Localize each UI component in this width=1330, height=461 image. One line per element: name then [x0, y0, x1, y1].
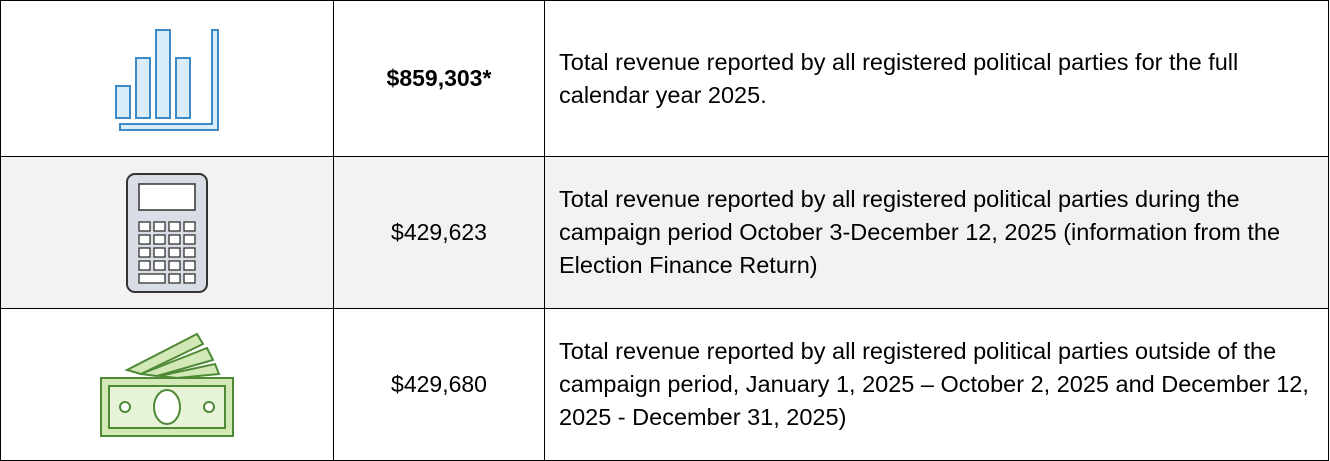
money-icon — [100, 332, 234, 437]
icon-cell — [0, 156, 334, 309]
calculator-icon — [126, 172, 208, 293]
table-row: $429,680 Total revenue reported by all r… — [0, 308, 1329, 461]
amount: $859,303* — [333, 0, 545, 157]
description: Total revenue reported by all registered… — [544, 308, 1329, 461]
bar-chart-icon — [115, 28, 219, 131]
icon-cell — [0, 308, 334, 461]
table-row: $429,623 Total revenue reported by all r… — [0, 156, 1329, 309]
description: Total revenue reported by all registered… — [544, 0, 1329, 157]
description: Total revenue reported by all registered… — [544, 156, 1329, 309]
amount: $429,680 — [333, 308, 545, 461]
table-row: $859,303* Total revenue reported by all … — [0, 0, 1329, 157]
amount: $429,623 — [333, 156, 545, 309]
icon-cell — [0, 0, 334, 157]
